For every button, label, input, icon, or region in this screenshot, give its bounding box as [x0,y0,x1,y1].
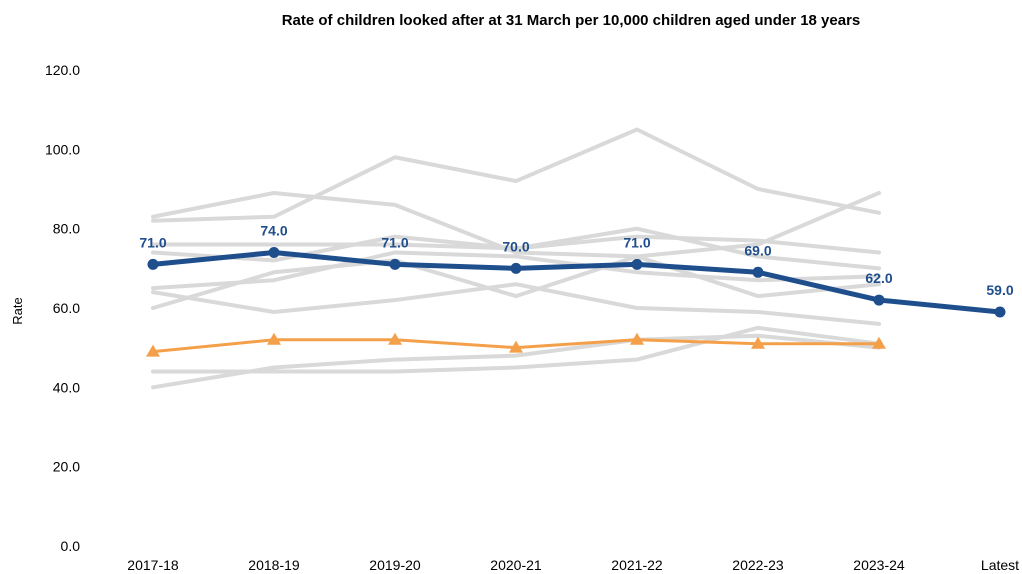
main-series-point [389,258,401,270]
x-axis-ticks: 2017-18 2018-19 2019-20 2020-21 2021-22 2022-… [127,557,1019,573]
main-series-point [873,294,885,306]
average-series-group [146,332,886,357]
data-label: 62.0 [865,270,892,286]
comparator-series-line [151,333,881,390]
y-tick-label: 0.0 [61,538,81,554]
data-label: 74.0 [260,222,287,238]
main-series-point [994,306,1006,318]
x-tick-label: 2019-20 [369,557,421,573]
average-series-marker [630,332,644,345]
main-series-group [147,246,1006,318]
data-label: 70.0 [502,238,529,254]
main-series-line [150,249,1003,315]
average-series-marker [388,332,402,345]
data-label: 71.0 [139,234,166,250]
data-label: 71.0 [623,234,650,250]
average-series-marker [267,332,281,345]
y-tick-label: 40.0 [53,379,80,395]
y-tick-label: 20.0 [53,459,80,475]
chart-title: Rate of children looked after at 31 Marc… [282,12,861,29]
comparator-series-line [151,127,881,223]
main-series-point [752,266,764,278]
comparator-series-line [151,190,881,259]
data-labels-group: 71.0 74.0 71.0 70.0 71.0 69.0 62.0 59.0 [139,222,1013,298]
x-tick-label: 2017-18 [127,557,179,573]
y-axis-ticks: 0.0 20.0 40.0 60.0 80.0 100.0 120.0 [45,62,80,554]
x-tick-label: 2018-19 [248,557,300,573]
x-tick-label: 2022-23 [732,557,784,573]
comparator-series-line [151,282,881,326]
x-tick-label: Latest [981,557,1019,573]
data-label: 69.0 [744,242,771,258]
x-tick-label: 2020-21 [490,557,542,573]
main-series-point [268,246,280,258]
average-series-marker [146,344,160,357]
y-tick-label: 60.0 [53,300,80,316]
x-tick-label: 2021-22 [611,557,663,573]
y-tick-label: 80.0 [53,221,80,237]
y-axis-label: Rate [10,297,25,324]
comparator-series-group [151,127,881,390]
comparator-series-line [151,226,881,271]
x-tick-label: 2023-24 [853,557,905,573]
main-series-point [510,262,522,274]
main-series-point [147,258,159,270]
data-label: 59.0 [986,282,1013,298]
y-tick-label: 120.0 [45,62,80,78]
data-label: 71.0 [381,234,408,250]
comparator-series-line [151,254,881,310]
average-series-marker [751,336,765,349]
average-series-marker [509,340,523,353]
comparator-series-line [151,325,881,374]
comparator-series-line [151,250,881,291]
average-series-marker [872,336,886,349]
main-series-point [631,258,643,270]
y-tick-label: 100.0 [45,141,80,157]
